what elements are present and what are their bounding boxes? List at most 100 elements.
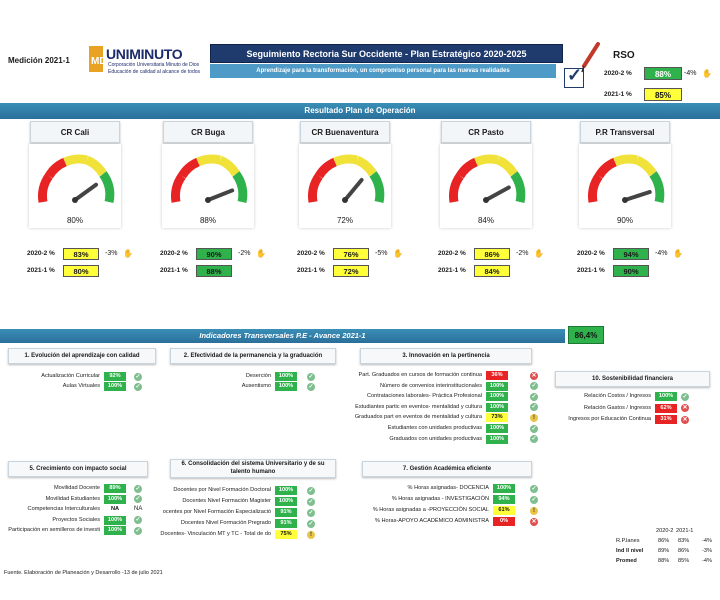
uniminuto-logo: MD UNIMINUTO Corporación Universitaria M…: [88, 44, 208, 80]
card-row-2021-0: 2021-1 % 80%: [27, 265, 137, 279]
gauge-3: 84%: [440, 144, 532, 228]
indicator-value: 94%: [493, 495, 515, 504]
indicator-row: Contrataciones laborales- Práctica Profe…: [322, 392, 482, 402]
rso-value: 85%: [644, 88, 682, 101]
diff-value: -4%: [655, 250, 668, 257]
check-circle-icon: ✓: [307, 382, 315, 391]
card-row-2020-2: 2020-2 % 76% -5% ✋: [297, 248, 407, 262]
rso-title: RSO: [613, 50, 635, 61]
thumb-down-icon: ✋: [673, 249, 683, 258]
card-title-4: P.R Transversal: [580, 121, 670, 143]
gauge-needle: [73, 182, 99, 202]
card-row-2020-4: 2020-2 % 94% -4% ✋: [577, 248, 687, 262]
rso-diff: -4%: [684, 70, 697, 77]
gauge-percent: 80%: [66, 216, 83, 225]
indicator-row: Estudiantes con unidades productivas: [322, 424, 482, 434]
indicator-value: 100%: [486, 381, 508, 391]
check-circle-icon: ✓: [307, 372, 315, 381]
indicator-label: Graduados part en eventos de mentalidad …: [354, 414, 482, 421]
value-2021: 80%: [63, 265, 99, 277]
check-circle-icon: ✓: [530, 424, 538, 433]
indicator-row: Relación Costos / Ingresos: [541, 392, 651, 402]
page-title: Seguimiento Rectoria Sur Occidente - Pla…: [210, 44, 563, 63]
check-circle-icon: ✓: [134, 516, 142, 525]
indicator-label: Estudiantes partic en eventos- mentalida…: [355, 403, 482, 410]
check-circle-icon: ✓: [134, 495, 142, 504]
indicator-label: Relación Costos / Ingresos: [584, 393, 651, 399]
thumb-down-icon: ✋: [123, 249, 133, 258]
indicator-value: 100%: [275, 486, 297, 495]
value-2021: 88%: [196, 265, 232, 277]
indicator-label: % Horas asignadas- DOCENCIA: [407, 485, 489, 491]
summary-a: 86%: [658, 538, 670, 544]
check-circle-icon: ✓: [307, 519, 315, 528]
value-2020: 86%: [474, 248, 510, 260]
x-circle-icon: ✕: [530, 517, 538, 526]
indicator-label: Docentes- Vinculación MT y TC - Total de…: [160, 531, 271, 537]
pen-icon: [581, 42, 600, 73]
indicator-value: 36%: [486, 371, 508, 380]
section-title-s10: 10. Sostenibilidad financiera: [555, 371, 710, 387]
value-2021: 72%: [333, 265, 369, 277]
indicator-label: % Horas asignadas a -PROYECCIÓN SOCIAL: [372, 507, 489, 513]
indicator-row: ocentes por Nivel Formación Especializac…: [141, 508, 271, 518]
indicator-value: 91%: [275, 508, 297, 517]
value-2020: 94%: [613, 248, 649, 260]
card-row-2020-3: 2020-2 % 86% -2% ✋: [438, 248, 548, 262]
indicator-label: Ingresos por Educación Continua: [568, 416, 651, 422]
indicator-label: Número de convenios interinstitucionales: [380, 382, 482, 389]
indicadores-band: Indicadores Transversales P.E - Avance 2…: [0, 329, 565, 343]
indicator-row: Participación en semilleros de investi: [0, 526, 100, 536]
warning-circle-icon: !: [530, 506, 538, 515]
indicator-label: % Horas-APOYO ACADÉMICO ADMINISTRA: [374, 518, 489, 524]
indicator-row: % Horas asignadas a -PROYECCIÓN SOCIAL: [359, 506, 489, 516]
check-circle-icon: ✓: [134, 526, 142, 535]
row-label: 2021-1 %: [27, 267, 55, 274]
x-circle-icon: ✕: [530, 371, 538, 380]
x-circle-icon: ✕: [681, 415, 689, 424]
check-circle-icon: ✓: [134, 484, 142, 493]
logo-mark-icon: MD: [89, 46, 106, 72]
indicator-value: 61%: [493, 506, 515, 515]
card-row-2020-1: 2020-2 % 90% -2% ✋: [160, 248, 270, 262]
check-circle-icon: ✓: [530, 484, 538, 493]
resultado-band: Resultado Plan de Operación: [0, 103, 720, 119]
card-row-2021-2: 2021-1 % 72%: [297, 265, 407, 279]
value-2020: 90%: [196, 248, 232, 260]
indicator-row: Ausentismo: [171, 382, 271, 392]
section-title-s7: 7. Gestión Académica eficiente: [362, 461, 532, 477]
indicator-row: Competencias Interculturales: [0, 505, 100, 515]
check-circle-icon: ✓: [134, 372, 142, 381]
gauge-2: 72%: [299, 144, 391, 228]
summary-table: 2020-2 2021-1 R.P.lanes 86% 83% -4% Ind …: [612, 528, 712, 568]
diff-value: -2%: [238, 250, 251, 257]
row-label: 2020-2 %: [160, 250, 188, 257]
gauge-dial-0: [38, 154, 115, 203]
rso-label: 2021-1 %: [604, 91, 632, 98]
indicator-label: ocentes por Nivel Formación Especializac…: [162, 509, 271, 515]
card-title-3: CR Pasto: [441, 121, 531, 143]
indicator-label: Contrataciones laborales- Práctica Profe…: [366, 393, 482, 400]
indicator-row: Número de convenios interinstitucionales: [322, 382, 482, 392]
na-text: NA: [134, 506, 143, 513]
indicator-label: Competencias Interculturales: [27, 506, 100, 513]
section-title-s3: 3. Innovación en la pertinencia: [360, 348, 532, 364]
indicator-value: 100%: [486, 434, 508, 444]
indicator-value: 73%: [486, 413, 508, 423]
gauge-0: 80%: [29, 144, 121, 228]
gauge-percent: 84%: [477, 216, 494, 225]
row-label: 2021-1 %: [438, 267, 466, 274]
indicator-value: 100%: [104, 526, 126, 536]
summary-b: 83%: [678, 538, 690, 544]
indicator-value: 91%: [275, 519, 297, 528]
summary-a: 88%: [658, 558, 670, 564]
check-circle-icon: ✓: [530, 495, 538, 504]
gauge-needle: [206, 188, 235, 202]
logo-name: UNIMINUTO: [106, 46, 183, 62]
gauge-1: 88%: [162, 144, 254, 228]
logo-subtitle-1: Corporación Universitaria Minuto de Dios: [108, 62, 200, 68]
indicator-label: Graduados con unidades productivas: [389, 435, 482, 442]
indicator-value: NA: [104, 505, 126, 515]
warning-circle-icon: !: [530, 413, 538, 422]
card-row-2021-1: 2021-1 % 88%: [160, 265, 270, 279]
